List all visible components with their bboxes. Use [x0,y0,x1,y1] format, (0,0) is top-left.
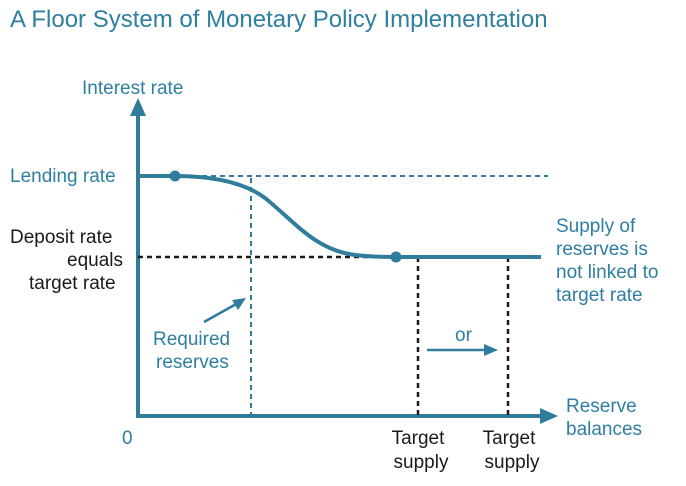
y-axis-arrowhead [130,98,146,116]
or-label: or [455,325,473,346]
origin-label: 0 [122,428,133,449]
supply-note-line-2: reserves is [556,239,648,260]
or-arrowhead [484,344,498,356]
y-axis-label: Interest rate [82,78,183,99]
x-axis-label-line-2: balances [566,419,642,440]
reserve-demand-curve [138,174,541,259]
target-supply-2-line-1: Target [483,428,537,449]
target-supply-1-line-2: supply [394,452,449,473]
target-supply-2-line-2: supply [485,452,540,473]
lending-rate-point [169,170,181,182]
required-reserves-label-line-1: Required [153,329,230,350]
deposit-rate-label-line-3: target rate [29,273,116,294]
deposit-rate-label-line-1: Deposit rate [10,227,112,248]
required-reserves-arrow-shaft [203,301,239,324]
x-axis-label-line-1: Reserve [566,396,637,417]
target-supply-1-line-1: Target [392,428,446,449]
supply-note-line-3: not linked to [556,262,658,283]
required-reserves-arrowhead [232,298,246,310]
lending-rate-label: Lending rate [10,166,116,187]
deposit-rate-point [390,251,402,263]
supply-note-line-4: target rate [556,285,643,306]
required-reserves-label-line-2: reserves [156,352,229,373]
supply-note-line-1: Supply of [556,216,636,237]
deposit-rate-label-line-2: equals [67,250,123,271]
x-axis-arrowhead [540,408,558,424]
diagram-title: A Floor System of Monetary Policy Implem… [10,6,548,33]
